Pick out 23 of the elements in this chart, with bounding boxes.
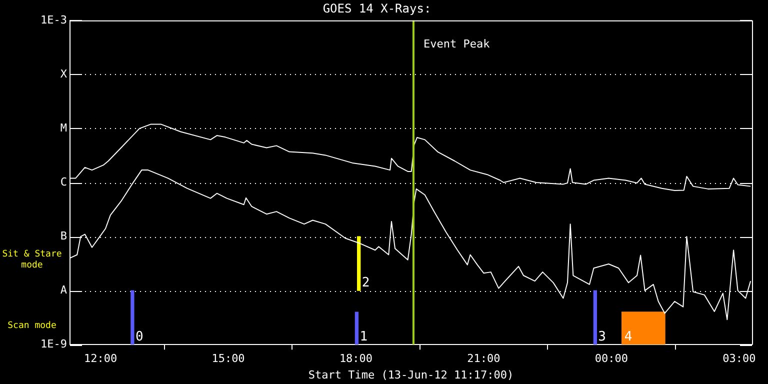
x-tick-label: 03:00	[722, 352, 756, 366]
chart-title: GOES 14 X-Rays:	[322, 1, 432, 16]
annotation: 1	[360, 329, 368, 344]
y-tick-label: M	[60, 121, 68, 134]
text: Sit & Stare mode	[2, 249, 62, 270]
annotation: 2	[362, 275, 370, 290]
x-tick-label: 12:00	[84, 352, 118, 366]
x-tick-label: 15:00	[212, 352, 245, 366]
annotation: 3	[598, 329, 606, 344]
y-tick-label: C	[60, 175, 67, 188]
x-tick-label: 21:00	[467, 352, 500, 366]
y-tick-label: X	[60, 67, 68, 80]
x-axis-title: Start Time (13-Jun-12 11:17:00)	[308, 368, 514, 382]
y-tick-label: B	[60, 229, 68, 242]
annotation: 0	[135, 329, 144, 344]
ref-line-label: Event Peak	[423, 37, 490, 50]
x-tick-label: 18:00	[339, 352, 373, 366]
x-tick-label: 00:00	[594, 352, 628, 366]
text: Scan mode	[8, 320, 56, 331]
y-tick-label: 1E-3	[40, 13, 67, 26]
y-tick-label: 1E-9	[40, 337, 67, 350]
annotation: 4	[624, 329, 632, 344]
y-tick-label: A	[60, 283, 68, 296]
